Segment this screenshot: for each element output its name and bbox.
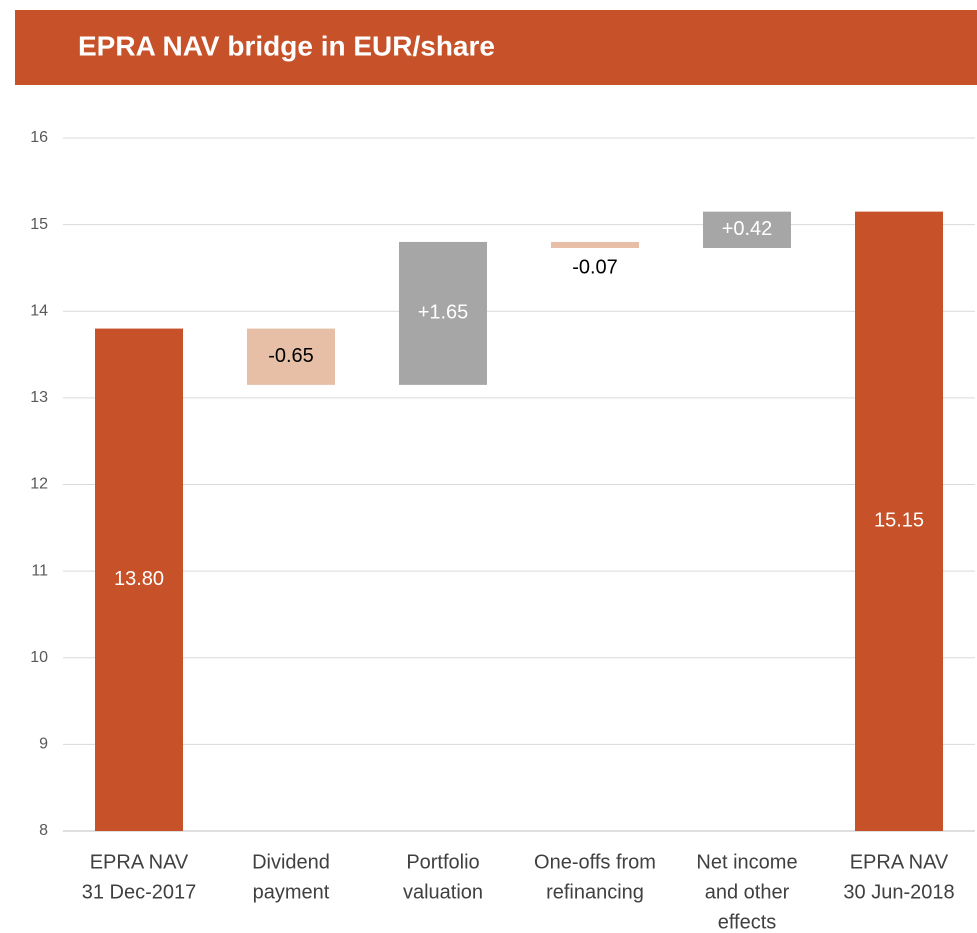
y-tick-label: 13 [30,389,48,406]
value-label: -0.07 [572,256,618,278]
y-tick-label: 16 [30,129,48,146]
x-tick-label: Dividend [252,851,330,873]
y-tick-label: 8 [39,822,48,839]
x-tick-label: Net income [696,851,797,873]
x-tick-label: and other [705,881,790,903]
value-label: -0.65 [268,345,314,367]
bar [551,241,639,249]
x-tick-label: EPRA NAV [90,851,189,873]
bar [399,241,487,385]
value-label: 15.15 [874,510,924,532]
value-label: +0.42 [722,218,773,240]
x-tick-label: payment [253,881,330,903]
y-tick-label: 14 [30,302,48,319]
value-label: +1.65 [418,302,469,324]
bar [247,328,335,385]
x-tick-label: 31 Dec-2017 [82,881,197,903]
y-tick-label: 12 [30,476,48,493]
value-label: 13.80 [114,568,164,590]
y-tick-label: 9 [39,736,48,753]
y-tick-label: 11 [31,562,48,579]
y-tick-label: 15 [30,216,48,233]
y-tick-label: 10 [30,649,48,666]
bar [95,328,183,831]
x-tick-label: One-offs from [534,851,656,873]
bar [703,211,791,249]
bar [855,211,943,832]
chart-title: EPRA NAV bridge in EUR/share [78,30,495,61]
x-tick-label: EPRA NAV [850,851,949,873]
x-tick-label: Portfolio [406,851,479,873]
x-tick-label: 30 Jun-2018 [843,881,954,903]
x-tick-label: refinancing [546,881,644,903]
x-tick-label: effects [718,911,777,933]
x-tick-label: valuation [403,881,483,903]
title-band [15,10,977,85]
